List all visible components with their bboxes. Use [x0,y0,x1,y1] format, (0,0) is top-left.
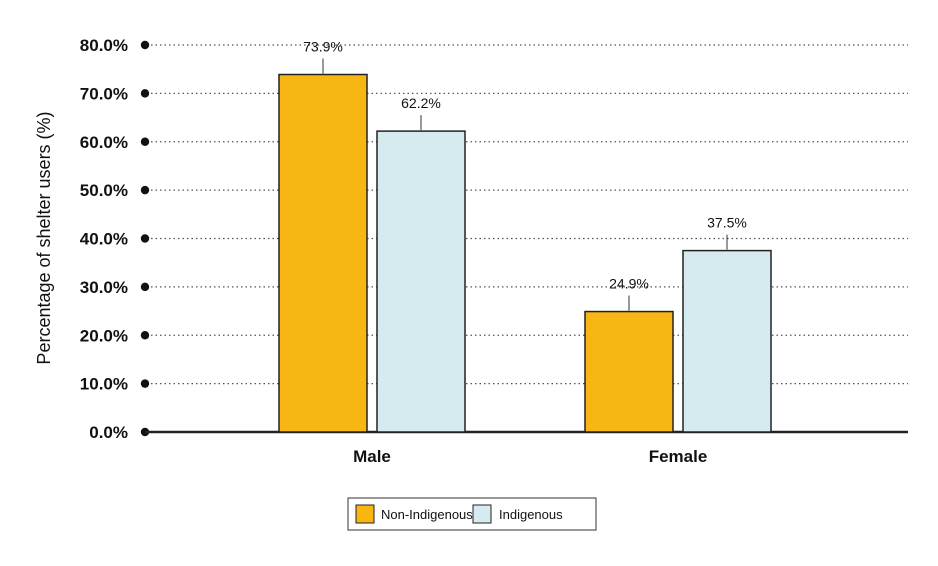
y-tick-label: 80.0% [80,36,128,55]
bar-indigenous-male [376,130,466,433]
x-axis: Male Female [353,447,707,466]
legend-label-non-indigenous: Non-Indigenous [381,507,473,522]
data-label: 62.2% [401,95,441,111]
x-tick-label: Male [353,447,391,466]
y-axis: 0.0% 10.0% 20.0% 30.0% 40.0% 50.0% 60.0% 70.0% 8… [80,36,908,442]
y-tick-dot [140,137,150,146]
bars [278,73,772,433]
y-tick-dot [140,234,150,243]
y-tick-label: 0.0% [89,423,128,442]
bar-non-indigenous-male [278,73,368,433]
y-tick-dot [140,331,150,340]
y-tick-dot [140,379,150,388]
data-label: 73.9% [303,39,343,55]
legend-frame [347,497,597,531]
legend-label-indigenous: Indigenous [499,507,563,522]
data-labels: 73.9% 62.2% 24.9% 37.5% [303,39,747,311]
gridlines [151,44,908,385]
x-tick-label: Female [649,447,708,466]
y-tick-dot [140,89,150,98]
legend: Non-Indigenous Indigenous [347,497,597,531]
bar-indigenous-female [682,249,772,433]
bar-non-indigenous-female [584,310,674,433]
data-label: 24.9% [609,276,649,292]
data-label: 37.5% [707,215,747,231]
y-tick-dot [140,282,150,292]
legend-swatch-non-indigenous [355,504,375,524]
y-tick-dot [140,185,150,195]
y-tick-dot [140,40,150,50]
y-axis-title: Percentage of shelter users (%) [34,111,54,364]
y-tick-label: 60.0% [80,133,128,152]
y-tick-label: 40.0% [80,230,128,249]
y-tick-label: 30.0% [80,278,128,297]
legend-swatch-indigenous [472,504,492,524]
y-tick-label: 10.0% [80,375,128,394]
y-tick-label: 70.0% [80,84,128,103]
y-tick-label: 20.0% [80,326,128,345]
y-tick-label: 50.0% [80,181,128,200]
